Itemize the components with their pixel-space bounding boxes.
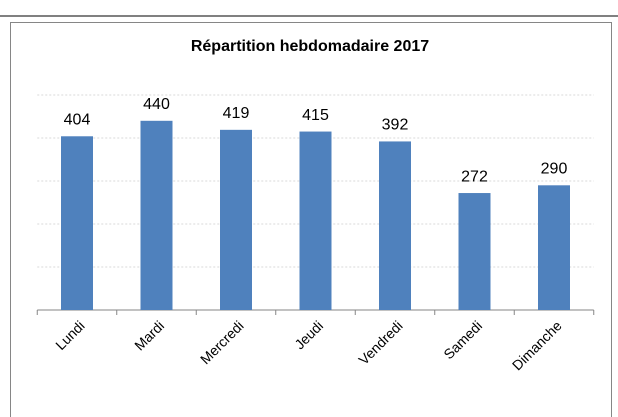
bar (379, 141, 411, 310)
value-label: 440 (143, 96, 170, 113)
bar (538, 185, 570, 310)
value-label: 290 (541, 161, 568, 178)
bar (299, 131, 332, 310)
value-label: 392 (382, 117, 409, 134)
value-label: 415 (302, 107, 329, 124)
value-label: 272 (461, 168, 488, 185)
bar (458, 193, 491, 310)
value-label: 404 (64, 111, 91, 128)
chart-title: Répartition hebdomadaire 2017 (191, 38, 429, 55)
value-label: 419 (223, 105, 250, 122)
bar (140, 120, 173, 310)
bar (220, 129, 252, 310)
bar (61, 136, 93, 310)
